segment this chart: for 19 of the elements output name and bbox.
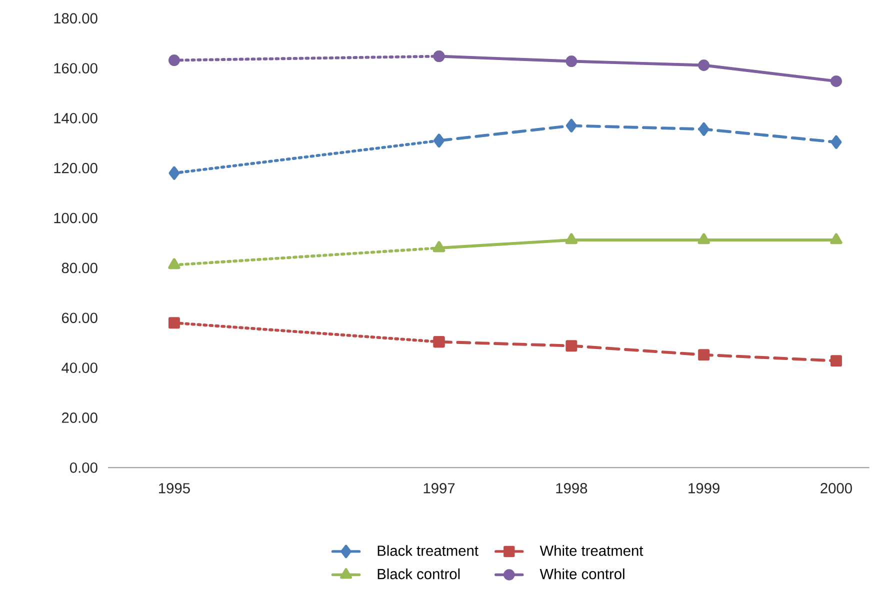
legend-label: White control	[540, 568, 624, 580]
x-tick-label: 1997	[424, 483, 455, 494]
y-tick-label: 80.00	[62, 262, 98, 274]
y-tick-label: 0.00	[70, 462, 98, 473]
legend-label: Black treatment	[378, 545, 478, 556]
y-tick-label: 140.00	[54, 112, 98, 124]
y-tick-label: 120.00	[54, 162, 98, 174]
x-tick-label: 2000	[820, 483, 852, 494]
y-tick-label: 180.00	[54, 13, 98, 24]
x-tick-label: 1999	[688, 483, 720, 494]
x-tick-label: 1998	[556, 483, 588, 494]
legend-label: White treatment	[540, 545, 644, 556]
legend-label: Black control	[378, 568, 460, 580]
y-tick-label: 60.00	[62, 312, 98, 324]
y-tick-label: 160.00	[54, 63, 98, 74]
y-tick-label: 40.00	[62, 362, 98, 373]
y-tick-label: 100.00	[54, 212, 98, 224]
x-tick-label: 1995	[159, 483, 190, 494]
y-tick-label: 20.00	[62, 412, 98, 423]
